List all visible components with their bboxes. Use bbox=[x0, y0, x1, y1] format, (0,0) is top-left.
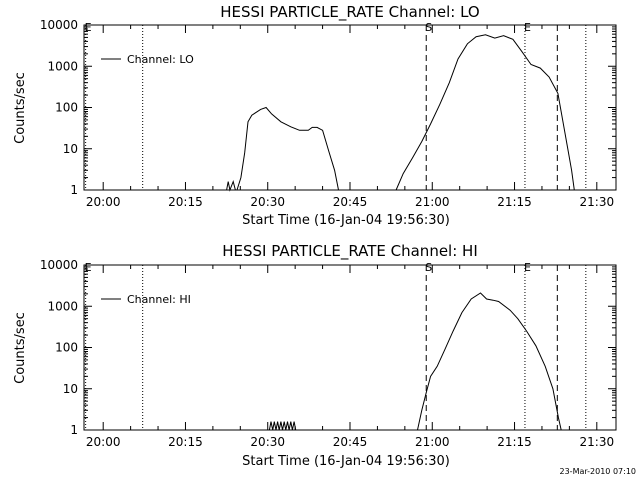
y-tick-label: 1000 bbox=[47, 299, 78, 313]
x-tick-label: 20:00 bbox=[86, 435, 121, 449]
x-tick-label: 20:45 bbox=[333, 195, 368, 209]
x-tick-label: 21:00 bbox=[415, 195, 450, 209]
event-marker-label: E bbox=[85, 21, 92, 34]
x-tick-label: 21:30 bbox=[580, 195, 615, 209]
x-tick-label: 20:30 bbox=[250, 195, 285, 209]
chart-panel-lo: HESSI PARTICLE_RATE Channel: LO Counts/s… bbox=[13, 3, 617, 228]
y-axis-label: Counts/sec bbox=[13, 72, 28, 144]
x-tick-label: 20:00 bbox=[86, 195, 121, 209]
y-tick-label: 1 bbox=[70, 183, 78, 197]
y-axis-label: Counts/sec bbox=[13, 312, 28, 384]
series-line bbox=[226, 179, 236, 192]
series-line bbox=[417, 292, 562, 431]
x-tick-label: 21:00 bbox=[415, 435, 450, 449]
y-tick-label: 1000 bbox=[47, 59, 78, 73]
x-axis-label: Start Time (16-Jan-04 19:56:30) bbox=[242, 454, 450, 469]
event-marker-label: E bbox=[524, 21, 531, 34]
series-line bbox=[236, 106, 339, 191]
y-tick-label: 10 bbox=[63, 382, 78, 396]
x-tick-label: 20:30 bbox=[250, 435, 285, 449]
x-tick-label: 21:15 bbox=[497, 435, 532, 449]
plot-frame bbox=[83, 24, 617, 191]
y-tick-label: 10000 bbox=[40, 18, 78, 32]
legend-label: Channel: HI bbox=[127, 293, 191, 306]
x-tick-label: 20:15 bbox=[168, 195, 203, 209]
event-marker-label: S bbox=[425, 21, 432, 34]
event-marker-label: E bbox=[85, 261, 92, 274]
chart-title: HESSI PARTICLE_RATE Channel: LO bbox=[220, 3, 479, 22]
y-tick-label: 100 bbox=[55, 341, 78, 355]
y-tick-label: 1 bbox=[70, 423, 78, 437]
series-line bbox=[395, 34, 575, 191]
y-tick-label: 10000 bbox=[40, 258, 78, 272]
event-marker-label: S bbox=[425, 261, 432, 274]
x-tick-label: 20:45 bbox=[333, 435, 368, 449]
chart-panel-hi: HESSI PARTICLE_RATE Channel: HI Counts/s… bbox=[13, 242, 617, 469]
y-tick-label: 10 bbox=[63, 142, 78, 156]
x-tick-label: 21:15 bbox=[497, 195, 532, 209]
event-marker-label: E bbox=[524, 261, 531, 274]
chart-title: HESSI PARTICLE_RATE Channel: HI bbox=[222, 242, 478, 261]
footer-timestamp: 23-Mar-2010 07:10 bbox=[560, 467, 637, 476]
x-axis-label: Start Time (16-Jan-04 19:56:30) bbox=[242, 213, 450, 228]
y-tick-label: 100 bbox=[55, 101, 78, 115]
series-line bbox=[268, 421, 297, 431]
x-tick-label: 20:15 bbox=[168, 435, 203, 449]
x-tick-label: 21:30 bbox=[580, 435, 615, 449]
legend-label: Channel: LO bbox=[127, 53, 194, 66]
